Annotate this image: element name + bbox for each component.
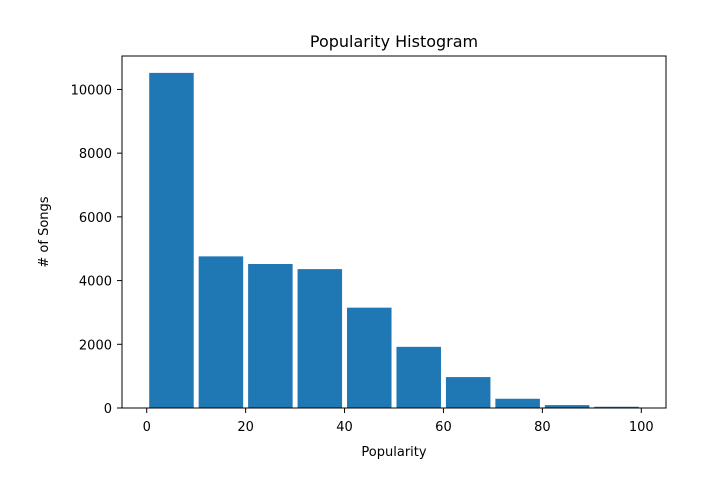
x-tick-label: 0 [143,420,151,435]
x-axis-ticks: 0 20 40 60 80 100 [143,408,654,435]
histogram-bar [594,406,639,408]
chart-title: Popularity Histogram [310,32,478,51]
y-axis-label: # of Songs [37,196,52,267]
axes-frame [121,55,667,409]
x-tick-label: 100 [629,420,654,435]
histogram-bar [297,269,343,408]
y-tick-label: 8000 [79,147,112,162]
histogram-bar [347,307,392,408]
histogram-bar [544,405,590,408]
x-tick-label: 60 [435,420,452,435]
x-axis-label: Popularity [361,445,426,460]
histogram-bar [445,377,491,408]
x-tick-label: 40 [336,420,353,435]
y-tick-label: 6000 [79,211,112,226]
y-tick-label: 4000 [79,275,112,290]
histogram-bar [495,398,540,408]
histogram-bar [248,264,293,408]
x-tick-label: 20 [237,420,254,435]
y-tick-label: 2000 [79,338,112,353]
x-tick-label: 80 [534,420,551,435]
histogram-bar [396,346,441,408]
y-tick-label: 10000 [71,83,112,98]
bars-group [149,72,639,409]
y-axis-ticks: 0 2000 4000 6000 8000 10000 [71,83,122,417]
histogram-bar [149,72,194,409]
y-tick-label: 0 [104,402,112,417]
histogram-bar [198,256,244,408]
